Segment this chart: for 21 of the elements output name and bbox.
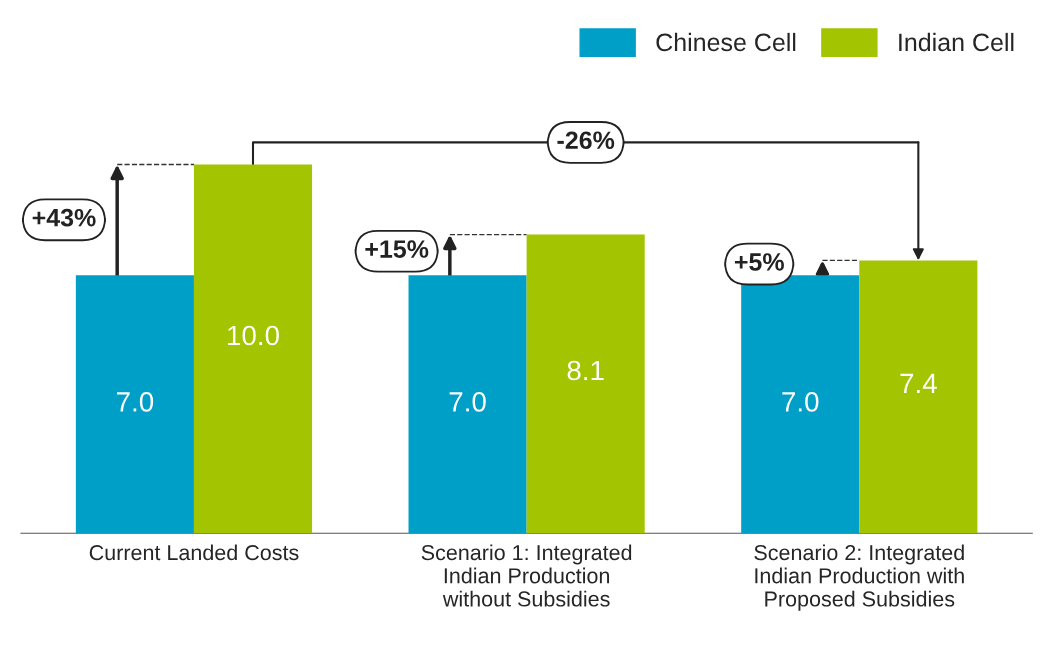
data-label: 7.0 [449, 392, 486, 412]
legend-label: Indian Cell [899, 32, 1014, 52]
bar [193, 164, 313, 534]
bar [859, 260, 978, 534]
bar [741, 275, 860, 534]
x-tick-label: Current Landed Costs [89, 544, 299, 561]
annotation: +43% [32, 208, 96, 227]
x-tick-label: Scenario 1: Integrated Indian Production without Subsidies [421, 544, 632, 607]
legend-label: Chinese Cell [656, 32, 796, 52]
bar [75, 275, 194, 534]
bar [408, 275, 527, 534]
data-label: 7.0 [117, 392, 154, 412]
data-label: 10.0 [228, 325, 279, 346]
data-label: 7.4 [900, 373, 937, 393]
data-label: 7.0 [782, 392, 819, 412]
bar [526, 234, 645, 534]
data-label: 8.1 [567, 360, 604, 381]
annotation: +15% [365, 240, 429, 258]
annotation: +5% [734, 253, 784, 271]
text: -26% [557, 131, 615, 150]
x-tick-label: Scenario 2: Integrated Indian Production with Proposed Subsidies [754, 544, 964, 611]
